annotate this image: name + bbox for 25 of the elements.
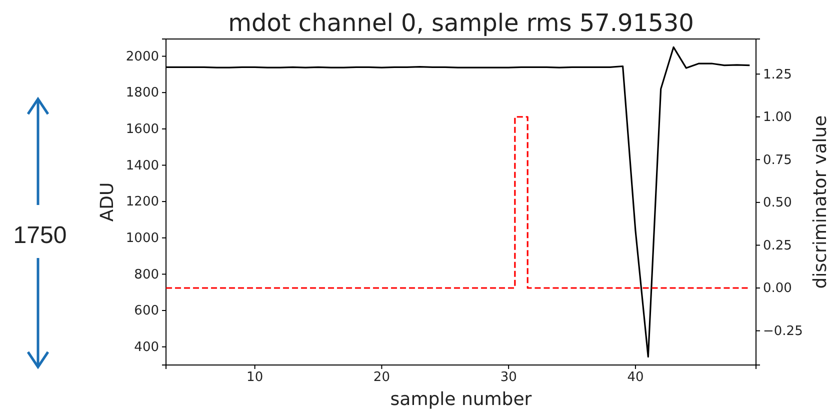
x-tick-label: 10 (246, 370, 264, 386)
y2-axis-title: discriminator value (810, 115, 831, 289)
x-axis-title: sample number (390, 389, 532, 410)
y-tick-label: 400 (134, 340, 159, 355)
y-tick-label: 600 (134, 304, 159, 319)
text: 1750 (13, 222, 67, 249)
x-tick-label: 20 (373, 370, 390, 386)
y-tick-label: 800 (134, 267, 159, 282)
chart-title: mdot channel 0, sample rms 57.91530 (228, 9, 694, 37)
y2-tick-label: 0.50 (763, 196, 792, 211)
y2-tick-label: 0.75 (763, 152, 792, 168)
y2-tick-label: 0.25 (763, 238, 792, 254)
y-tick-label: 1400 (126, 158, 159, 174)
y-tick-label: 1000 (126, 231, 159, 246)
y-tick-label: 1200 (126, 194, 159, 210)
y2-tick-label: 0.00 (763, 281, 792, 296)
y-tick-label: 1800 (126, 86, 159, 101)
y2-tick-label: 1.00 (763, 110, 792, 126)
y-tick-label: 2000 (126, 49, 159, 64)
x-tick-label: 40 (627, 370, 644, 386)
y-tick-label: 1600 (126, 122, 159, 138)
y-axis-title: ADU (97, 182, 118, 222)
y2-tick-label: −0.25 (763, 324, 803, 339)
y2-tick-label: 1.25 (763, 67, 792, 82)
x-tick-label: 30 (500, 370, 517, 386)
